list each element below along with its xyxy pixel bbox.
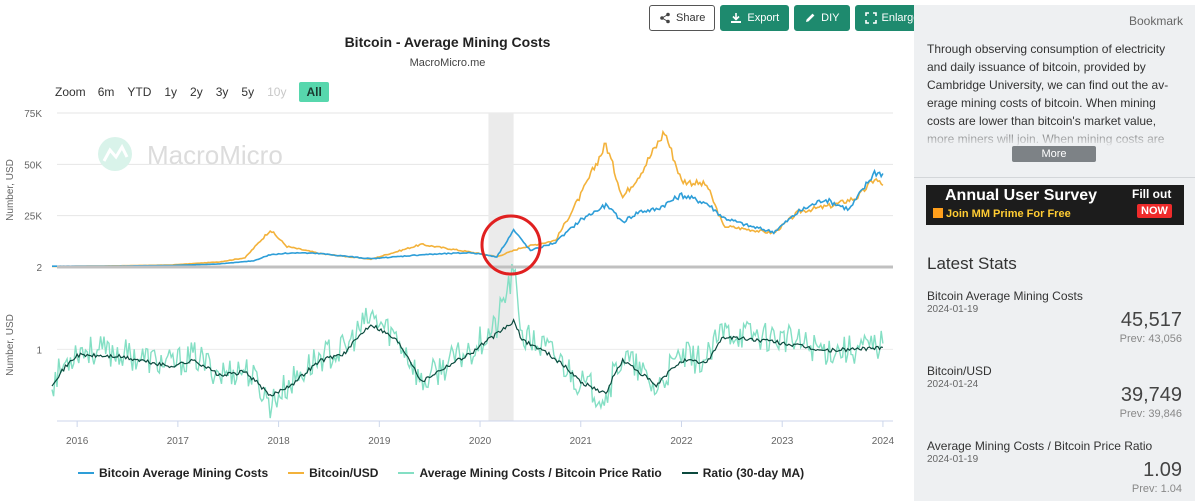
- upper-y-tick-label: 50K: [24, 160, 42, 171]
- chart-title: Bitcoin - Average Mining Costs: [344, 34, 551, 50]
- share-icon: [660, 12, 670, 24]
- stat-value: 45,517: [1120, 309, 1182, 331]
- series-line-ratio: [51, 263, 884, 419]
- stat-name: Bitcoin Average Mining Costs: [927, 289, 1083, 303]
- stat-prev: Prev: 39,846: [1119, 408, 1182, 420]
- stat-mining-costs[interactable]: Bitcoin Average Mining Costs 2024-01-19 …: [927, 289, 1182, 349]
- stat-value: 39,749: [1120, 384, 1182, 406]
- stat-name: Average Mining Costs / Bitcoin Price Rat…: [927, 439, 1153, 453]
- banner-now-button[interactable]: NOW: [1137, 204, 1172, 218]
- chart-area: MacroMicro 75K 50K 25K 2 1 Number, USD Number, …: [5, 109, 895, 447]
- upper-y-tick-label: 75K: [24, 109, 42, 120]
- stat-ratio[interactable]: Average Mining Costs / Bitcoin Price Rat…: [927, 439, 1182, 499]
- x-tick-label: 2017: [167, 436, 190, 447]
- upper-y-axis-title: Number, USD: [5, 159, 16, 221]
- legend-label: Ratio (30-day MA): [702, 466, 805, 480]
- stat-date: 2024-01-19: [927, 454, 979, 465]
- zoom-button-3y[interactable]: 3y: [215, 85, 229, 99]
- upper-y-tick-label: 2: [36, 263, 42, 274]
- zoom-button-all[interactable]: All: [299, 82, 329, 102]
- sidebar-divider: [914, 177, 1195, 178]
- upper-y-tick-label: 25K: [24, 212, 42, 223]
- lower-y-tick-label: 1: [36, 345, 42, 356]
- series-line-bitcoin-usd: [52, 129, 884, 268]
- stat-date: 2024-01-24: [927, 379, 979, 390]
- stat-prev: Prev: 1.04: [1131, 483, 1182, 495]
- survey-banner[interactable]: Annual User Survey Join MM Prime For Fre…: [926, 185, 1184, 225]
- latest-stats-title: Latest Stats: [927, 254, 1017, 273]
- diy-label: DIY: [821, 12, 840, 24]
- zoom-button-10y[interactable]: 10y: [267, 85, 287, 99]
- watermark-logo-mark: [102, 143, 129, 162]
- chart-legend: Bitcoin Average Mining Costs Bitcoin/USD A…: [78, 466, 824, 480]
- zoom-button-6m[interactable]: 6m: [97, 85, 115, 99]
- x-tick-label: 2020: [469, 436, 492, 447]
- legend-label: Bitcoin Average Mining Costs: [99, 466, 269, 480]
- stat-date: 2024-01-19: [927, 304, 979, 315]
- legend-label: Average Mining Costs / Bitcoin Price Rat…: [419, 466, 662, 480]
- legend-item[interactable]: Bitcoin Average Mining Costs: [78, 466, 268, 480]
- lower-y-axis-title: Number, USD: [5, 314, 16, 376]
- diy-button[interactable]: DIY: [794, 5, 850, 31]
- banner-fill-out: Fill out: [1132, 187, 1172, 201]
- zoom-bar: Zoom 6m YTD 1y 2y 3y 5y 10y All: [55, 82, 342, 102]
- legend-label: Bitcoin/USD: [309, 466, 379, 480]
- download-icon: [731, 13, 742, 23]
- legend-item[interactable]: Average Mining Costs / Bitcoin Price Rat…: [398, 466, 662, 480]
- legend-swatch: [681, 472, 698, 474]
- zoom-button-1y[interactable]: 1y: [164, 85, 178, 99]
- banner-subtitle: Join MM Prime For Free: [946, 208, 1071, 220]
- stat-bitcoin-usd[interactable]: Bitcoin/USD 2024-01-24 39,749 Prev: 39,8…: [927, 364, 1182, 424]
- x-tick-label: 2024: [872, 436, 895, 447]
- stat-prev: Prev: 43,056: [1119, 333, 1182, 345]
- more-button[interactable]: More: [1012, 146, 1096, 162]
- watermark-text: MacroMicro: [147, 140, 283, 170]
- description-fade: [927, 125, 1182, 147]
- legend-swatch: [288, 472, 305, 474]
- zoom-label: Zoom: [55, 85, 86, 99]
- legend-item[interactable]: Ratio (30-day MA): [681, 466, 805, 480]
- export-button[interactable]: Export: [720, 5, 790, 31]
- export-label: Export: [747, 12, 780, 24]
- x-tick-label: 2019: [368, 436, 391, 447]
- stat-value: 1.09: [1143, 459, 1182, 481]
- legend-swatch: [398, 472, 415, 474]
- x-tick-label: 2018: [267, 436, 290, 447]
- zoom-button-ytd[interactable]: YTD: [127, 85, 152, 99]
- sidebar: Bookmark Through observing consumption o…: [914, 5, 1195, 501]
- chart-subtitle: MacroMicro.me: [409, 57, 486, 69]
- pencil-icon: [806, 13, 815, 22]
- chart-toolbar: Share Export DIY Enlarge: [649, 5, 930, 31]
- stat-name: Bitcoin/USD: [927, 364, 992, 378]
- legend-swatch: [78, 472, 94, 474]
- x-tick-label: 2022: [670, 436, 693, 447]
- x-tick-label: 2023: [771, 436, 794, 447]
- zoom-button-5y[interactable]: 5y: [241, 85, 255, 99]
- x-tick-label: 2021: [570, 436, 593, 447]
- banner-title: Annual User Survey: [945, 187, 1098, 204]
- legend-item[interactable]: Bitcoin/USD: [288, 466, 378, 480]
- annotation-circle: [480, 214, 542, 276]
- bookmark-button[interactable]: Bookmark: [1128, 14, 1183, 28]
- x-tick-label: 2016: [66, 436, 89, 447]
- zoom-button-2y[interactable]: 2y: [190, 85, 203, 99]
- series-line-ratio-ma: [51, 318, 884, 397]
- series-line-mining-costs: [52, 168, 884, 268]
- gift-icon: [933, 208, 943, 218]
- share-button[interactable]: Share: [649, 5, 716, 31]
- watermark: MacroMicro: [98, 137, 283, 171]
- expand-icon: [864, 12, 877, 24]
- enlarge-label: Enlarge: [881, 12, 920, 24]
- share-label: Share: [676, 12, 706, 24]
